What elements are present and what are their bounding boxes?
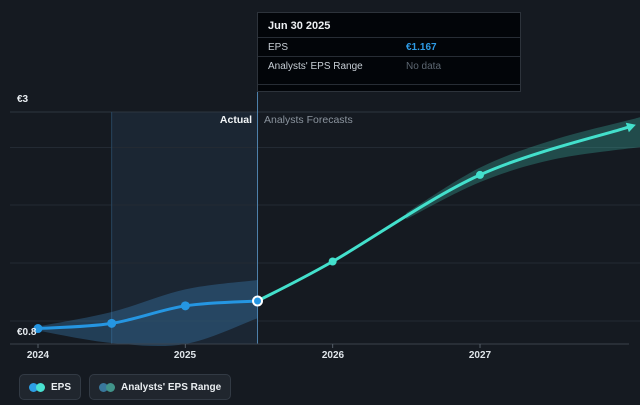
tooltip-eps-value: €1.167 xyxy=(406,42,437,53)
chart-legend: EPS Analysts' EPS Range xyxy=(19,374,232,400)
tooltip-range-value: No data xyxy=(406,61,442,72)
eps-actual-point xyxy=(180,301,190,311)
y-axis-bottom-label: €0.8 xyxy=(17,327,37,338)
forecast-region-label: Analysts Forecasts xyxy=(264,114,353,126)
tooltip-range-label: Analysts' EPS Range xyxy=(268,61,363,72)
actual-region-label: Actual xyxy=(219,114,252,126)
legend-toggle-analysts-eps-range[interactable]: Analysts' EPS Range xyxy=(89,374,232,400)
eps-actual-point xyxy=(107,318,117,328)
tooltip-range-row: Analysts' EPS Range No data xyxy=(258,57,520,75)
analysts-range-band-forecast xyxy=(406,117,640,220)
legend-range-label: Analysts' EPS Range xyxy=(121,381,222,393)
eps-forecast-point xyxy=(328,257,337,266)
eps-actual-line xyxy=(36,299,260,331)
x-tick-2025: 2025 xyxy=(173,350,197,361)
y-axis-top-label: €3 xyxy=(17,94,29,105)
x-tick-2024: 2024 xyxy=(26,350,50,361)
tooltip-eps-label: EPS xyxy=(268,42,289,53)
tooltip-date: Jun 30 2025 xyxy=(258,13,520,38)
tooltip-spacer xyxy=(258,75,520,85)
legend-eps-label: EPS xyxy=(51,381,72,393)
forecast-arrowhead-icon xyxy=(625,122,636,133)
eps-forecast-line xyxy=(256,125,629,303)
x-tick-2026: 2026 xyxy=(321,350,345,361)
tooltip-eps-row: EPS €1.167 xyxy=(258,38,520,57)
eps-forecast-point xyxy=(475,170,484,179)
range-series-dot-icon xyxy=(99,382,116,392)
analysts-range-band-actual xyxy=(38,280,258,347)
x-tick-2027: 2027 xyxy=(468,350,492,361)
hover-tooltip: Jun 30 2025 EPS €1.167 Analysts' EPS Ran… xyxy=(257,12,521,92)
eps-series-dot-icon xyxy=(29,382,45,392)
eps-actual-point xyxy=(33,324,43,334)
hovered-data-point[interactable] xyxy=(252,295,264,307)
legend-toggle-eps[interactable]: EPS xyxy=(19,374,82,400)
